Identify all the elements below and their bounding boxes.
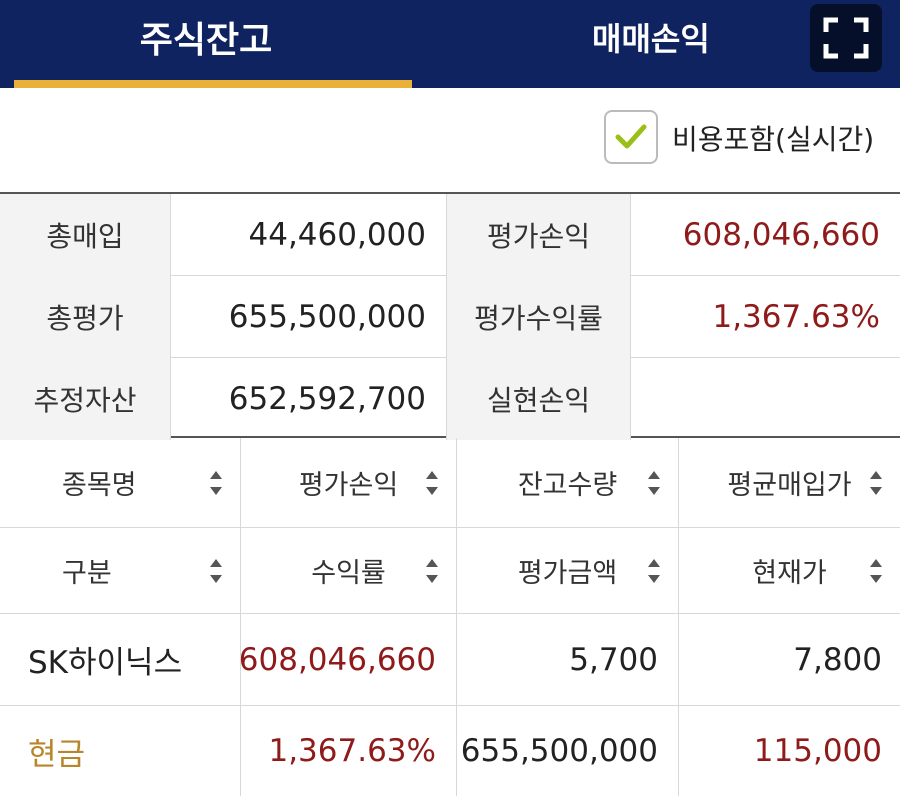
- tab-trading-profit[interactable]: 매매손익: [592, 20, 710, 58]
- column-header[interactable]: 구분: [0, 528, 240, 613]
- sort-icon[interactable]: [648, 470, 660, 495]
- sort-icon[interactable]: [426, 558, 438, 583]
- sort-icon[interactable]: [210, 470, 222, 495]
- column-header[interactable]: 평가금액: [456, 528, 678, 613]
- summary-label: 추정자산: [0, 358, 170, 440]
- active-tab-indicator: [14, 80, 412, 88]
- column-header[interactable]: 평균매입가: [678, 438, 900, 527]
- fullscreen-button[interactable]: [810, 4, 882, 72]
- summary-label: 실현손익: [446, 358, 630, 440]
- summary-value: 655,500,000: [170, 276, 446, 358]
- top-tab-bar: 주식잔고 매매손익: [0, 0, 900, 88]
- table-header-row: 구분 수익률 평가금액 현재가: [0, 528, 900, 614]
- table-row[interactable]: SK하이닉스 608,046,660 5,700 7,800: [0, 614, 900, 706]
- column-header[interactable]: 잔고수량: [456, 438, 678, 527]
- current-price: 115,000: [678, 706, 900, 796]
- sort-icon[interactable]: [426, 470, 438, 495]
- summary-value: 44,460,000: [170, 194, 446, 276]
- column-header[interactable]: 평가손익: [240, 438, 456, 527]
- summary-label: 총매입: [0, 194, 170, 276]
- sort-icon[interactable]: [870, 558, 882, 583]
- sort-icon[interactable]: [870, 470, 882, 495]
- summary-label: 평가손익: [446, 194, 630, 276]
- summary-label: 총평가: [0, 276, 170, 358]
- holdings-table: 종목명 평가손익 잔고수량 평균매입가 구분 수익률 평가금액 현재가 SK하이…: [0, 438, 900, 796]
- table-row[interactable]: 현금 1,367.63% 655,500,000 115,000: [0, 706, 900, 796]
- eval-profit: 608,046,660: [239, 614, 456, 705]
- summary-value: [630, 358, 900, 440]
- summary-value: 1,367.63%: [630, 276, 900, 358]
- balance-quantity: 5,700: [456, 614, 678, 705]
- eval-amount: 655,500,000: [456, 706, 678, 796]
- sort-icon[interactable]: [210, 558, 222, 583]
- checkmark-icon: [615, 124, 647, 149]
- summary-row: 총평가 655,500,000 평가수익률 1,367.63%: [0, 276, 900, 358]
- stock-name: SK하이닉스: [28, 645, 183, 681]
- sort-icon[interactable]: [648, 558, 660, 583]
- category-label: 현금: [28, 736, 86, 773]
- include-fees-option: 비용포함(실시간): [0, 88, 900, 192]
- tab-stock-balance[interactable]: 주식잔고: [139, 20, 273, 61]
- include-fees-checkbox[interactable]: [604, 110, 658, 164]
- column-header[interactable]: 수익률: [240, 528, 456, 613]
- summary-value: 608,046,660: [630, 194, 900, 276]
- account-summary: 총매입 44,460,000 평가손익 608,046,660 총평가 655,…: [0, 192, 900, 440]
- summary-value: 652,592,700: [170, 358, 446, 440]
- summary-label: 평가수익률: [446, 276, 630, 358]
- summary-row: 총매입 44,460,000 평가손익 608,046,660: [0, 194, 900, 276]
- column-header[interactable]: 현재가: [678, 528, 900, 613]
- expand-icon: [823, 17, 869, 59]
- table-header-row: 종목명 평가손익 잔고수량 평균매입가: [0, 438, 900, 528]
- avg-purchase-price: 7,800: [678, 614, 900, 705]
- include-fees-label: 비용포함(실시간): [672, 123, 875, 156]
- return-rate: 1,367.63%: [240, 706, 456, 796]
- column-header[interactable]: 종목명: [0, 438, 240, 527]
- summary-row: 추정자산 652,592,700 실현손익: [0, 358, 900, 440]
